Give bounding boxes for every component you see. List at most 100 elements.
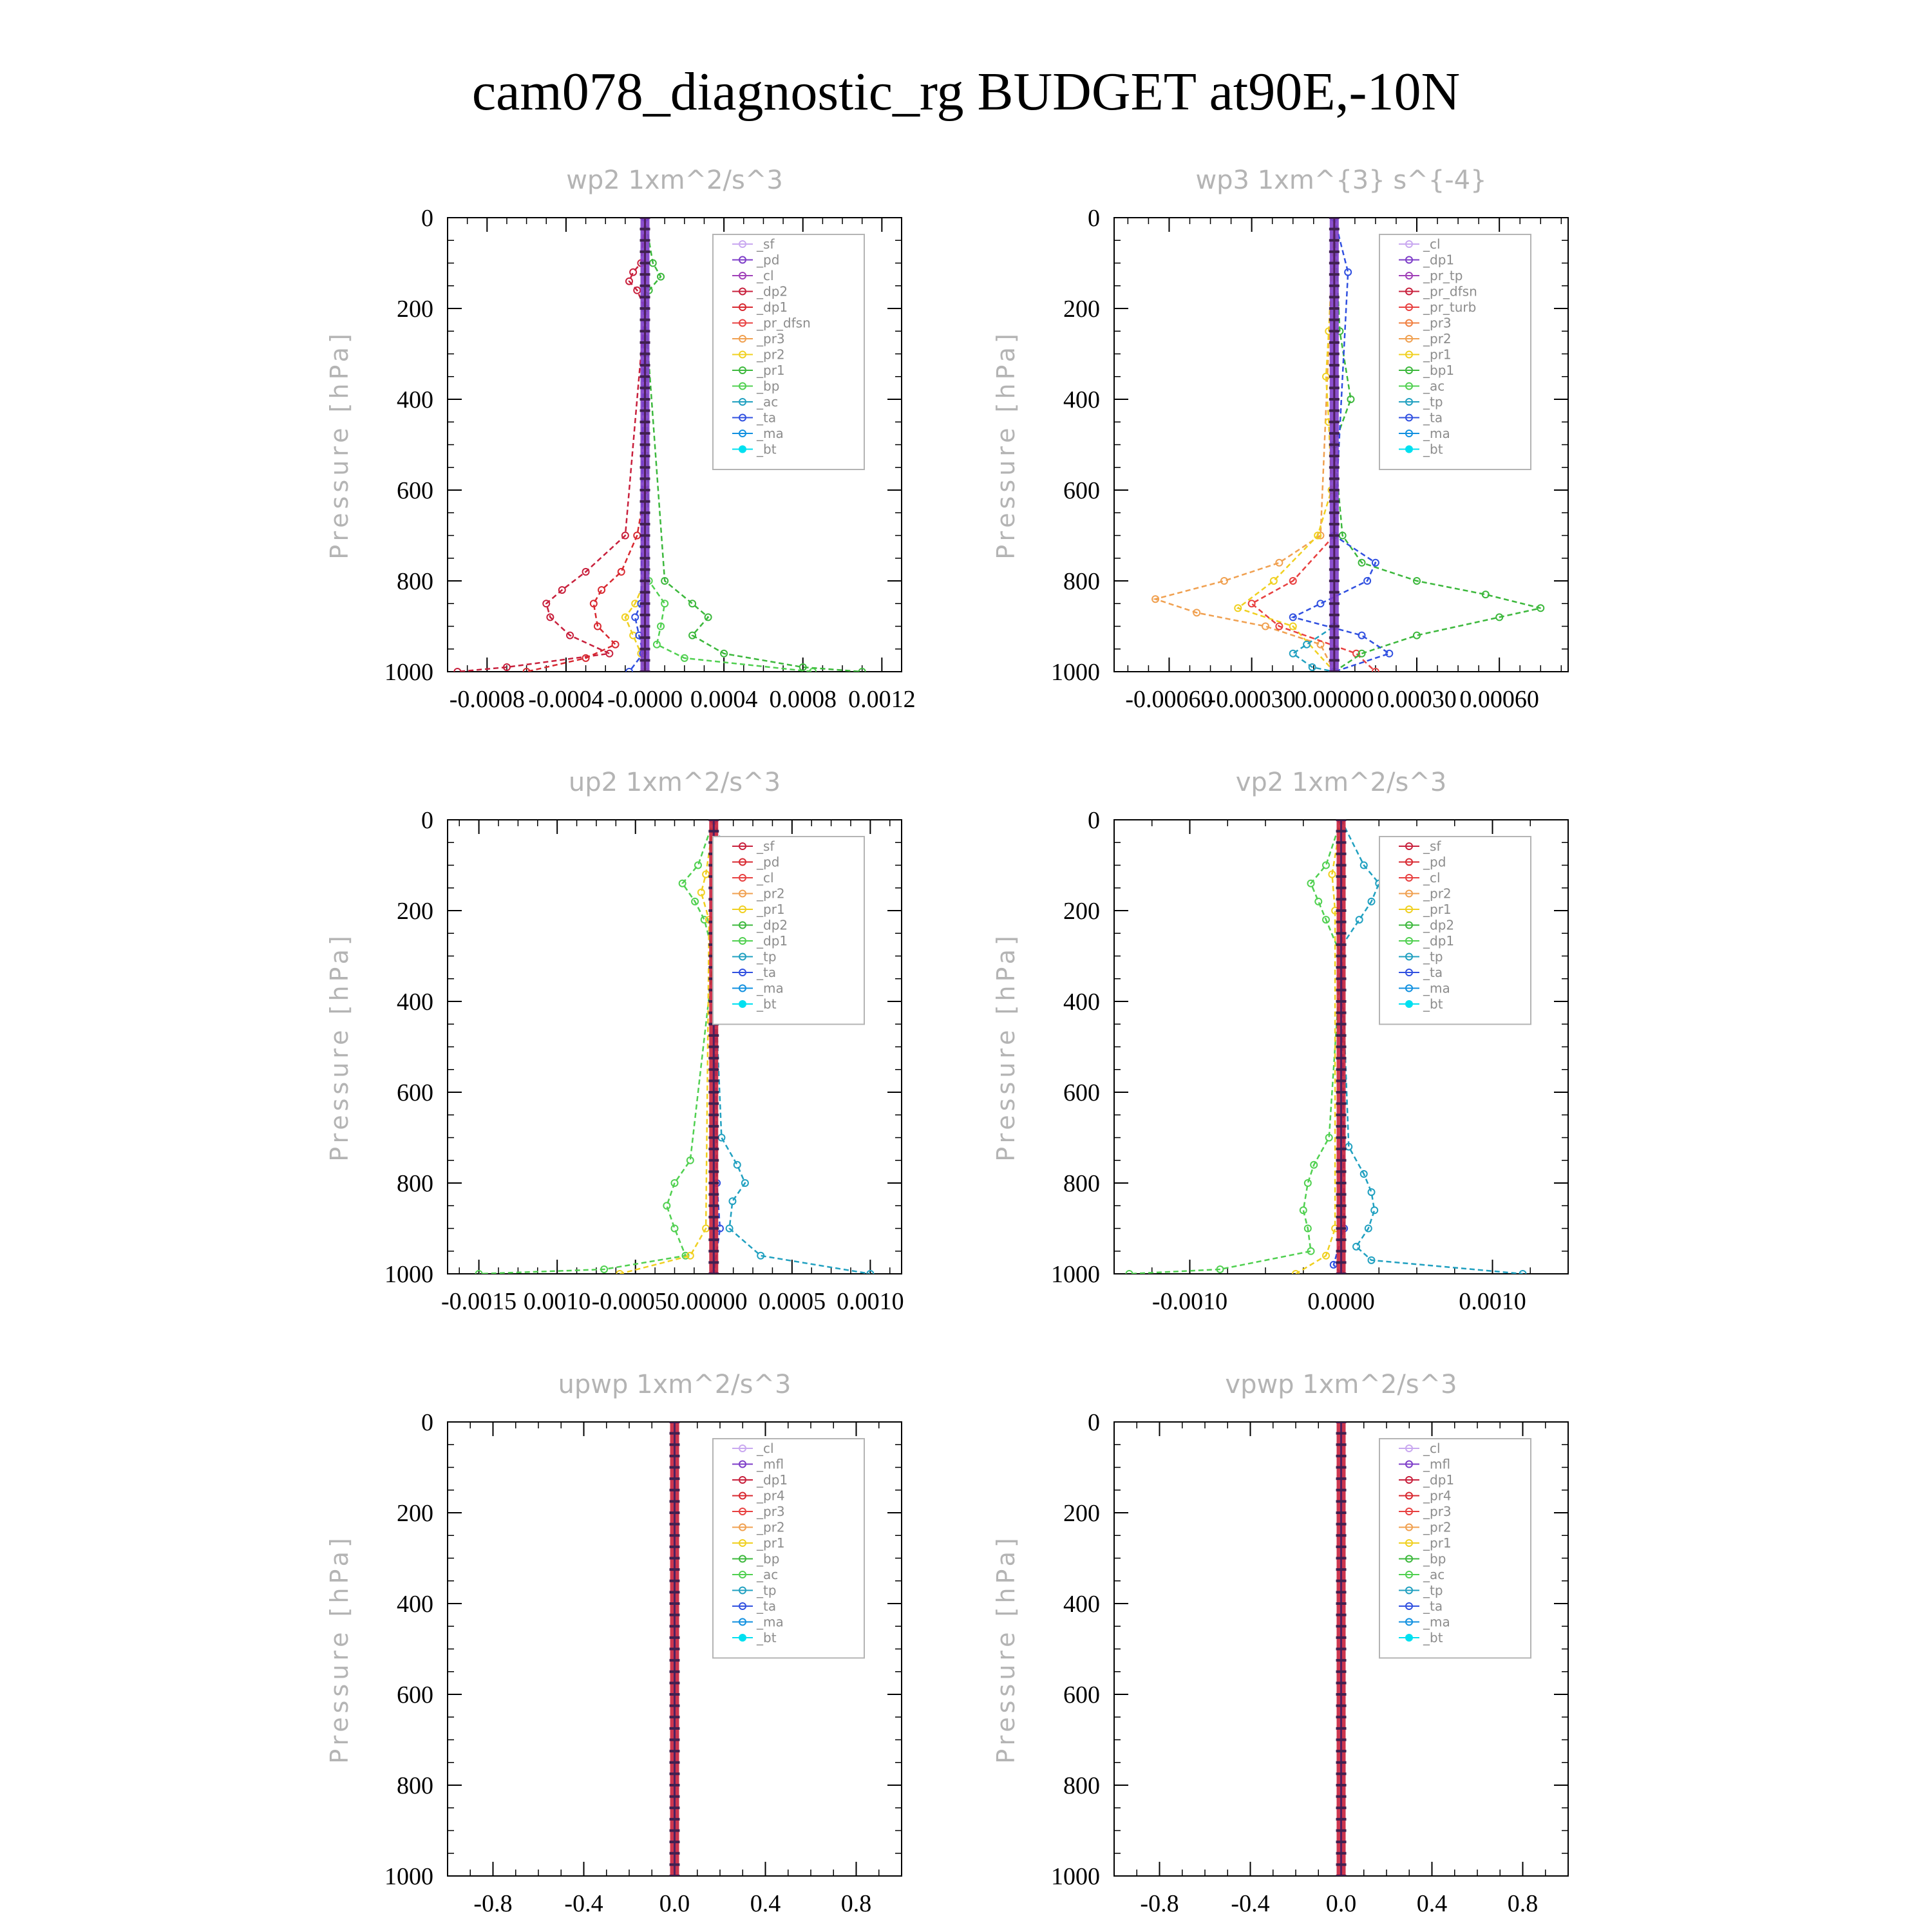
series-marker: [1336, 1034, 1347, 1037]
series-marker: [652, 640, 661, 649]
series-marker: [680, 654, 688, 662]
legend-swatch-marker: [739, 1508, 746, 1515]
y-tick-label: 200: [397, 898, 433, 925]
series-marker: [1336, 1422, 1347, 1423]
series-marker: [669, 1579, 680, 1582]
legend-swatch-marker: [739, 1476, 746, 1484]
series-marker: [1336, 1681, 1347, 1685]
series-marker: [669, 1784, 680, 1786]
series-marker: [678, 879, 687, 887]
legend-entry-label: _pr1: [1423, 902, 1452, 917]
legend-entry-label: _pr2: [1423, 331, 1452, 346]
x-tick-label: 0.0012: [848, 686, 916, 713]
series-marker: [858, 668, 866, 672]
chart-panel: 0 200 400 600 800 1000 -0.00060-0.000300.00000…: [992, 166, 1569, 713]
x-tick-label: -0.0008: [450, 686, 525, 713]
legend-entry-label: _tp: [1423, 949, 1443, 965]
x-tick-label: 0.00030: [1377, 686, 1457, 713]
series-marker: [708, 1249, 719, 1253]
legend-swatch-marker: [739, 272, 746, 279]
series-marker: [669, 1704, 680, 1707]
series-marker: [639, 261, 650, 265]
series-marker: [621, 531, 629, 540]
legend-entry-label: _bp: [756, 1551, 779, 1567]
series-marker: [639, 296, 650, 299]
legend-entry-label: _dp1: [1423, 1472, 1454, 1488]
series-marker: [593, 622, 601, 630]
series-marker: [639, 239, 650, 242]
legend-entry-label: _ta: [756, 965, 776, 980]
legend-entry-label: _bt: [756, 996, 777, 1012]
series-marker: [669, 1681, 680, 1685]
legend-entry-label: _pr1: [756, 902, 785, 917]
series-marker: [1336, 1000, 1347, 1003]
series-marker: [639, 227, 650, 231]
legend-swatch-marker: [739, 1586, 746, 1595]
series-marker: [669, 1432, 680, 1435]
series-marker: [1336, 1852, 1347, 1855]
y-tick-label: 600: [397, 477, 433, 504]
chart-title: vpwp 1xm^2/s^3: [1225, 1370, 1457, 1399]
series-marker: [661, 577, 669, 585]
series-marker: [629, 268, 638, 276]
legend-swatch-marker: [739, 445, 746, 453]
legend-entry-label: _ma: [756, 1615, 784, 1630]
legend-entry-label: _pr3: [1423, 316, 1452, 331]
plot-area: [453, 218, 866, 672]
series-marker: [866, 1270, 875, 1274]
y-tick-label: 1000: [384, 1863, 433, 1890]
legend-entry-label: _ma: [1423, 426, 1450, 441]
legend-swatch-marker: [1405, 842, 1413, 850]
series-marker: [1193, 609, 1201, 617]
series-marker: [663, 1202, 671, 1210]
series-marker: [1347, 395, 1355, 403]
series-marker: [1336, 841, 1347, 844]
series-marker: [1336, 852, 1347, 855]
series-marker: [1292, 1270, 1300, 1274]
series-marker: [1336, 1693, 1347, 1696]
series-marker: [669, 1670, 680, 1673]
series-marker: [1269, 577, 1278, 585]
legend-swatch-marker: [1405, 905, 1413, 913]
series-marker: [669, 1806, 680, 1810]
legend-swatch-marker: [1405, 319, 1413, 327]
series-marker: [1308, 663, 1316, 671]
series-marker: [639, 307, 650, 310]
legend-entry-label: _pr4: [756, 1488, 785, 1504]
legend-entry-label: _ta: [1423, 410, 1443, 426]
series-marker: [669, 1772, 680, 1776]
series-marker: [1303, 640, 1311, 649]
legend-swatch-marker: [1405, 1618, 1413, 1626]
legend-entry-label: _dp2: [1423, 918, 1454, 933]
y-axis-label: Pressure [hPa]: [992, 330, 1020, 560]
legend-entry-label: _dp2: [756, 284, 788, 299]
series-marker: [639, 636, 650, 639]
series-marker: [1329, 591, 1340, 594]
series-marker: [1336, 1704, 1347, 1707]
series-line-dp1: [478, 820, 715, 1274]
series-marker: [1329, 522, 1340, 526]
series-marker: [669, 1727, 680, 1730]
legend-swatch-marker: [739, 287, 746, 296]
legend-entry-label: _pr2: [756, 886, 785, 902]
y-axis-label: Pressure [hPa]: [325, 1534, 354, 1764]
series-marker: [1336, 1102, 1347, 1105]
series-marker: [1336, 898, 1347, 901]
y-tick-label: 600: [1063, 1681, 1100, 1709]
series-marker: [1336, 1659, 1347, 1662]
legend-entry-label: _pr1: [1423, 1535, 1452, 1551]
series-marker: [708, 1148, 719, 1151]
series-marker: [1329, 421, 1340, 424]
legend-box: [1379, 836, 1531, 1025]
series-marker: [625, 668, 633, 672]
series-marker: [1336, 886, 1347, 889]
series-marker: [1329, 659, 1340, 662]
series-marker: [639, 602, 650, 605]
series-marker: [639, 398, 650, 401]
series-marker: [1336, 1647, 1347, 1651]
legend-swatch-marker: [739, 1539, 746, 1547]
y-tick-label: 800: [1063, 1170, 1100, 1197]
series-marker: [1336, 1716, 1347, 1719]
series-marker: [639, 273, 650, 276]
series-marker: [1336, 989, 1347, 992]
